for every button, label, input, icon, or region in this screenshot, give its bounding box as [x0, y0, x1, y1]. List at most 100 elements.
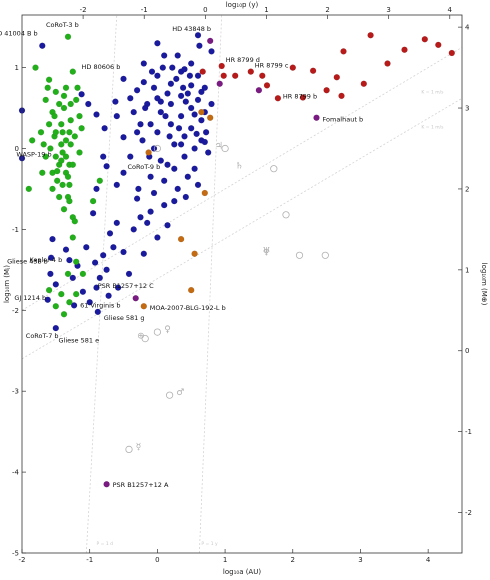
planet-point-s0-52	[127, 95, 134, 102]
planet-point-s0-59	[147, 208, 154, 215]
planet-point-s0-18	[96, 274, 103, 282]
right-tick-label: 0	[465, 347, 469, 355]
planet-point-s1-28	[29, 137, 36, 144]
planet-point-s1-3	[42, 96, 49, 104]
planet-point-s0-118	[133, 129, 141, 136]
planet-point-s5-7	[282, 211, 290, 219]
planet-point-s0-29	[93, 185, 100, 193]
bottom-tick-label: 4	[426, 556, 431, 564]
planet-point-s1-64	[67, 100, 74, 108]
planet-point-s0-34	[101, 125, 108, 132]
planet-point-s0-106	[150, 84, 158, 91]
solar-system-symbol-5: ♀	[164, 325, 171, 335]
planet-point-s1-45	[52, 153, 59, 160]
reference-line-2	[198, 14, 223, 554]
planet-point-s1-22	[73, 96, 80, 104]
planet-point-s0-9	[62, 246, 70, 253]
planet-point-s1-25	[52, 88, 59, 96]
planet-point-s0-24	[113, 219, 120, 227]
planet-point-s0-94	[202, 129, 210, 136]
planet-point-s2-10	[338, 92, 345, 100]
planet-point-s0-115	[159, 64, 166, 71]
planet-point-s0-113	[166, 133, 173, 140]
planet-label-1: CoRoT-3 b	[46, 21, 79, 29]
planet-point-s1-32	[73, 258, 80, 265]
planet-point-s2-2	[220, 72, 227, 79]
planet-point-s2-16	[448, 49, 455, 57]
planet-point-s1-26	[54, 177, 61, 184]
reference-line-label-1: K = 1 m/s	[421, 124, 444, 130]
solar-system-symbol-7: ☿	[136, 442, 142, 452]
planet-point-s0-112	[139, 137, 146, 144]
planet-point-s2-3	[232, 72, 239, 79]
planet-point-s0-10	[66, 256, 73, 264]
planet-point-s0-125	[157, 98, 164, 105]
planet-point-s1-63	[60, 92, 68, 100]
planet-point-s0-104	[137, 121, 144, 128]
planet-point-s1-2	[45, 76, 53, 83]
top-tick-label: 2	[325, 6, 329, 14]
top-tick-label: 0	[203, 6, 207, 14]
planet-point-s0-89	[194, 96, 202, 104]
planet-point-s1-51	[58, 141, 65, 148]
planet-point-s0-57	[147, 173, 154, 180]
planet-point-s1-15	[59, 149, 66, 156]
planet-point-s2-12	[384, 60, 391, 67]
planet-point-s0-48	[120, 134, 127, 141]
planet-point-s3-0	[145, 149, 152, 156]
bottom-tick-label: 2	[291, 556, 295, 564]
planet-point-s0-63	[157, 108, 164, 116]
top-tick-label: -1	[141, 6, 148, 14]
planet-point-s0-90	[198, 117, 205, 124]
left-tick-label: -4	[12, 469, 20, 477]
planet-label-2: HD 43848 b	[172, 25, 211, 33]
right-tick-label: -1	[465, 428, 472, 436]
planet-point-s0-130	[184, 90, 191, 97]
planet-point-s0-51	[133, 87, 141, 94]
planet-point-s2-14	[421, 36, 428, 43]
planet-point-s0-70	[167, 80, 175, 87]
point-labels: HD 41004 B b CoRoT-3 b HD 43848 b HD 80606 …	[0, 21, 444, 547]
planet-point-s1-20	[60, 206, 68, 213]
planet-point-s0-75	[174, 185, 181, 193]
planet-point-s1-23	[76, 112, 83, 120]
planet-point-s0-21	[103, 266, 110, 273]
planet-point-s0-17	[93, 284, 100, 291]
planet-point-s2-21	[263, 82, 271, 89]
planet-label-14: 61 Virginis b	[80, 301, 120, 309]
solar-system-symbol-6: ♂	[176, 388, 184, 398]
planet-point-s0-107	[182, 98, 189, 105]
planet-point-s1-48	[45, 121, 53, 128]
left-tick-label: 0	[15, 145, 19, 153]
planet-point-s5-9	[321, 251, 329, 259]
planet-label-18: MOA-2007-BLG-192-L b	[150, 304, 226, 312]
planet-point-s1-35	[58, 290, 65, 298]
planet-point-s1-50	[67, 117, 74, 124]
planet-point-s1-30	[69, 234, 76, 241]
planet-point-s0-102	[140, 60, 147, 67]
planet-label-3: HD 80606 b	[82, 63, 121, 71]
planet-point-s5-4	[166, 391, 174, 399]
x-axis-label-bottom: log₁₀a (AU)	[223, 568, 261, 576]
bottom-tick-label: -2	[19, 556, 26, 564]
planet-point-s1-46	[89, 197, 97, 205]
planet-point-s5-6	[270, 165, 278, 173]
planet-point-s1-68	[58, 157, 65, 164]
planet-point-s0-6	[52, 281, 59, 288]
planet-point-s1-49	[39, 169, 46, 176]
planet-point-s1-0	[64, 33, 72, 40]
right-tick-label: -2	[465, 509, 472, 517]
solar-system-symbol-1: ♄	[235, 162, 243, 172]
planet-point-s1-55	[59, 181, 66, 189]
planet-point-s0-127	[182, 193, 189, 201]
planet-point-s0-95	[205, 149, 212, 156]
planet-point-s0-80	[181, 153, 188, 160]
planet-label-11: Gliese 436 b	[7, 258, 48, 266]
reference-line-1	[85, 14, 118, 554]
planet-point-s0-110	[171, 197, 178, 205]
y-axis-label-right: log₁₀m (M⊕)	[480, 263, 488, 306]
planet-label-5: HR 8799 c	[255, 62, 289, 70]
planet-point-s0-42	[130, 226, 137, 233]
planet-point-s4-1	[216, 80, 223, 87]
planet-point-s0-35	[112, 98, 119, 105]
